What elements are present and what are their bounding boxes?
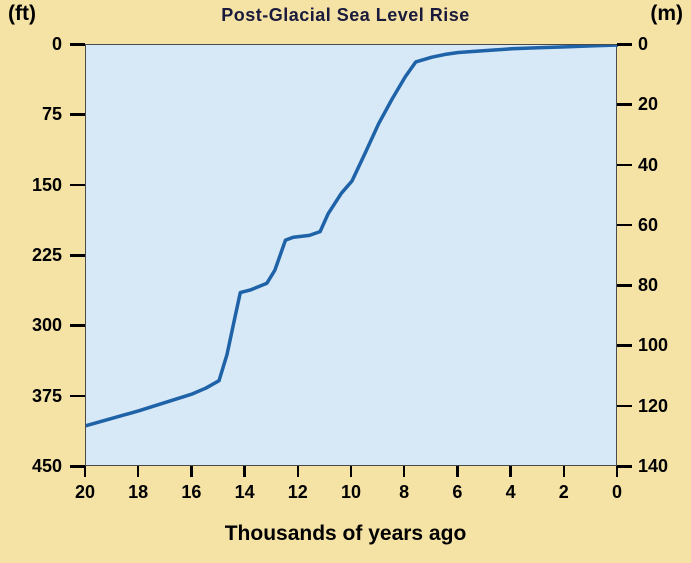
right-tick-label: 0 (638, 34, 649, 54)
x-tick-mark (83, 466, 87, 477)
x-tick-mark (136, 466, 140, 477)
right-tick-label: 100 (638, 335, 669, 356)
x-axis-title: Thousands of years ago (224, 522, 467, 545)
sea-level-line (86, 45, 618, 428)
x-tick-mark (243, 466, 246, 477)
left-tick-mark (70, 43, 85, 46)
left-tick-mark (70, 324, 85, 327)
x-tick-label: 6 (452, 482, 463, 502)
left-tick-label: 150 (31, 174, 62, 195)
sea-level-curve (86, 45, 618, 428)
right-tick-label: 80 (638, 275, 659, 296)
left-tick-label: 75 (41, 104, 62, 125)
right-tick-label: 40 (638, 154, 659, 175)
x-tick-label: 16 (181, 482, 202, 502)
right-axis-unit-label: (m) (650, 2, 683, 25)
right-tick-mark (617, 284, 632, 287)
chart-title: Post-Glacial Sea Level Rise (221, 5, 470, 25)
left-tick-label: 300 (31, 315, 62, 336)
x-tick-mark (615, 466, 619, 477)
left-tick-label: 225 (31, 245, 62, 265)
x-tick-label: 2 (558, 482, 569, 502)
x-tick-mark (562, 466, 566, 477)
left-tick-mark (70, 394, 85, 398)
right-tick-label: 140 (638, 456, 669, 476)
left-tick-label: 450 (31, 456, 62, 476)
right-tick-mark (617, 465, 632, 468)
left-tick-label: 0 (51, 34, 62, 54)
x-tick-label: 8 (399, 482, 410, 502)
right-tick-label: 60 (638, 214, 659, 235)
x-tick-label: 4 (505, 482, 516, 502)
x-tick-label: 18 (128, 482, 149, 502)
x-tick-mark (509, 466, 512, 477)
x-tick-mark (402, 466, 406, 477)
x-tick-label: 12 (287, 482, 308, 502)
right-tick-mark (617, 223, 632, 227)
right-tick-mark (617, 344, 632, 347)
right-tick-mark (617, 43, 632, 46)
x-tick-label: 10 (340, 482, 362, 502)
left-tick-mark (70, 183, 85, 187)
right-tick-mark (617, 163, 632, 167)
left-tick-mark (70, 113, 85, 116)
right-tick-mark (617, 404, 632, 408)
x-tick-mark (349, 466, 353, 477)
x-tick-mark (190, 466, 193, 477)
right-tick-label: 120 (638, 395, 669, 416)
left-tick-mark (70, 465, 85, 468)
left-tick-mark (70, 254, 85, 257)
x-tick-label: 14 (234, 482, 255, 502)
plot-area (85, 44, 618, 466)
x-tick-mark (296, 466, 300, 477)
left-axis-unit-label: (ft) (8, 2, 36, 25)
left-tick-label: 375 (31, 385, 62, 406)
right-tick-mark (617, 103, 632, 106)
x-tick-mark (456, 466, 459, 477)
x-tick-label: 0 (611, 482, 622, 502)
right-tick-label: 20 (638, 94, 659, 115)
x-tick-label: 20 (74, 482, 96, 502)
